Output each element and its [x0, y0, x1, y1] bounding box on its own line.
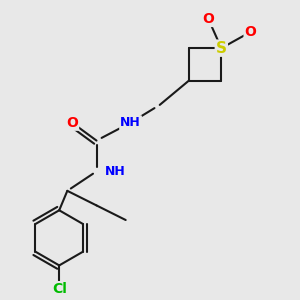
- Text: O: O: [66, 116, 78, 130]
- Text: O: O: [202, 12, 214, 26]
- Text: S: S: [216, 41, 227, 56]
- Text: O: O: [244, 25, 256, 39]
- Text: Cl: Cl: [52, 282, 67, 296]
- Text: NH: NH: [105, 165, 125, 178]
- Text: NH: NH: [120, 116, 141, 129]
